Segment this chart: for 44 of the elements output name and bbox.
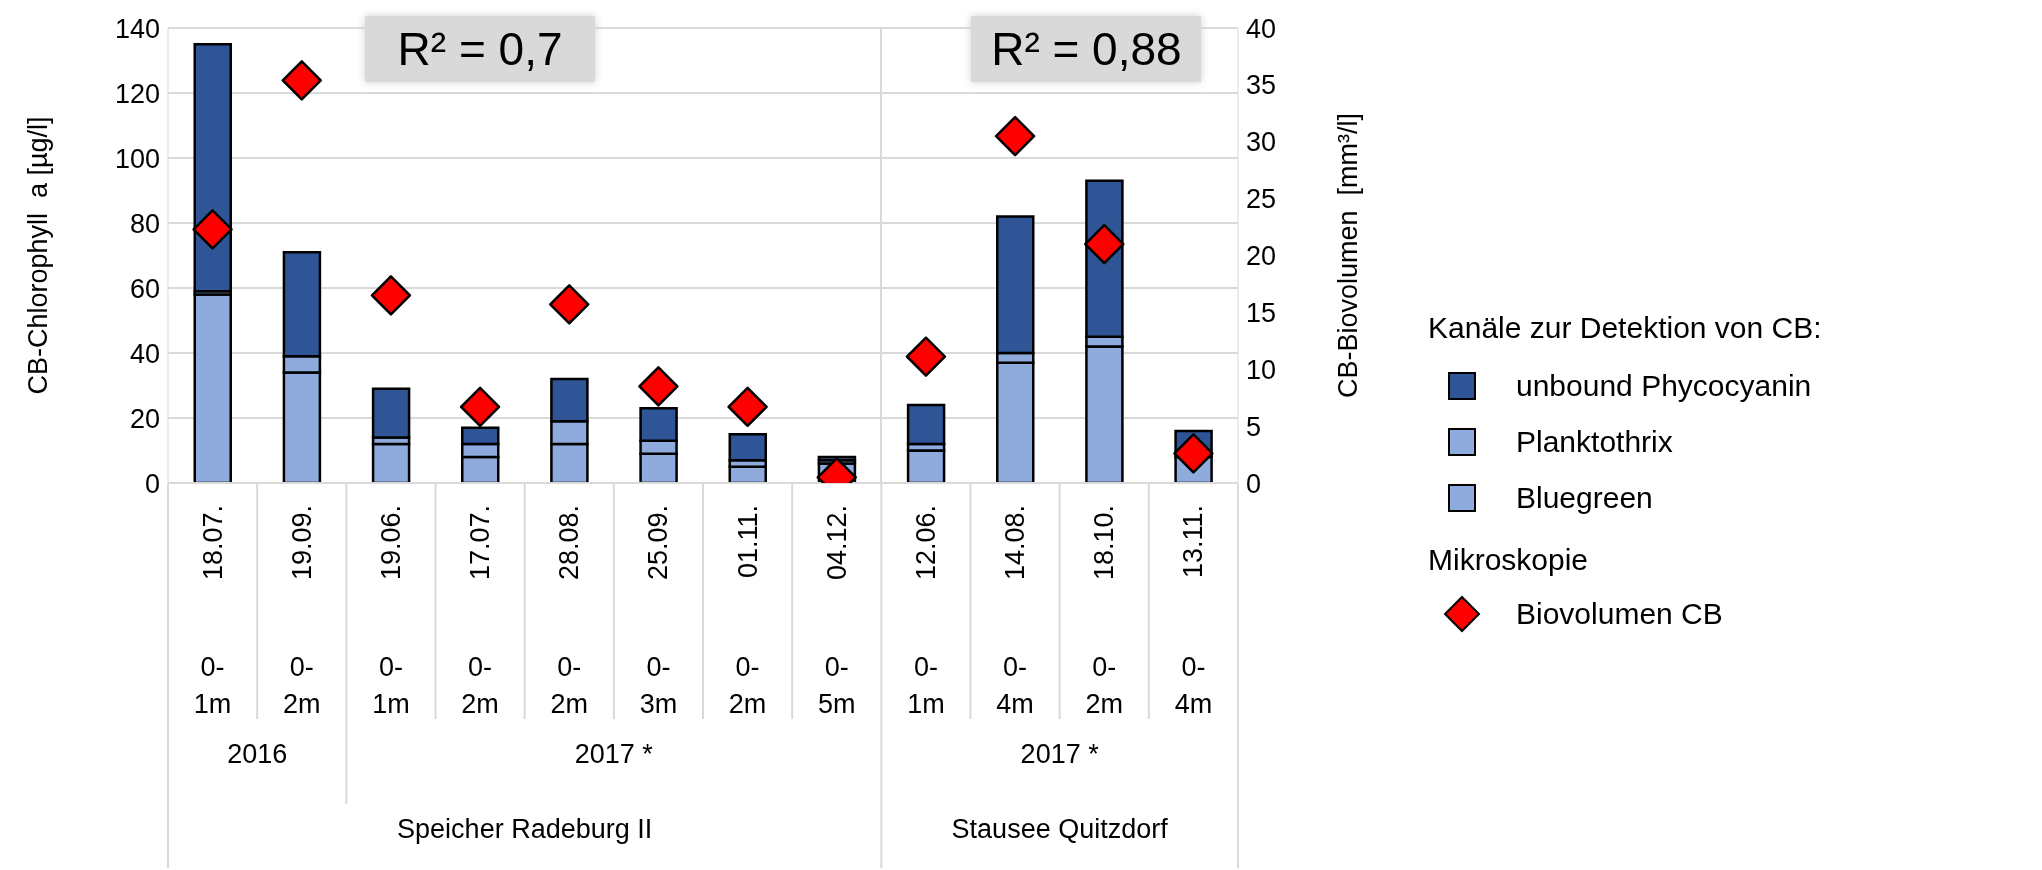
legend-title: Kanäle zur Detektion von CB: [1428,310,1823,346]
category-label: 18.07. 0-1m [193,505,232,719]
y2-tick-label: 25 [1246,184,1277,215]
category-label: 28.08. 0-2m [550,505,589,719]
category-label: 19.09. 0-2m [282,505,321,719]
category-label: 13.11. 0-4m [1174,505,1213,719]
y-tick-label: 20 [129,403,160,434]
legend-label: Planktothrix [1516,424,1673,460]
text: Speicher Radeburg II [396,813,654,845]
y2-tick-label: 30 [1246,127,1277,158]
y-tick-label: 60 [129,273,160,304]
annotation: R² = 0,88 [971,16,1202,82]
text: 2016 [226,738,289,770]
legend-label: Bluegreen [1516,480,1653,516]
y-tick-label: 40 [129,338,160,369]
text: Stausee Quitzdorf [950,813,1169,845]
category-label: 18.10. 0-2m [1085,505,1124,719]
category-label: 25.09. 0-3m [639,505,678,719]
text: 2017 * [1019,738,1100,770]
legend-label: Biovolumen CB [1516,596,1723,632]
y-tick-label: 0 [144,468,160,499]
category-label: 01.11. 0-2m [728,505,767,719]
y-tick-label: 100 [114,143,160,174]
y2-axis-title: CB-Biovolumen [mm³/l] [1333,112,1363,399]
y2-tick-label: 35 [1246,70,1277,101]
text: Mikroskopie [1428,542,1590,578]
text: 2017 * [573,738,654,770]
y-tick-label: 80 [129,208,160,239]
legend-label: unbound Phycocyanin [1516,368,1812,404]
category-label: 14.08. 0-4m [996,505,1034,719]
y-tick-label: 120 [114,78,160,109]
y2-tick-label: 0 [1246,468,1262,499]
y2-tick-label: 20 [1246,241,1277,272]
y-axis-title: CB-Chlorophyll a [µg/l] [23,116,53,395]
category-label: 04.12. 0-5m [817,505,856,719]
category-label: 19.06. 0-1m [372,505,410,719]
y2-tick-label: 15 [1246,297,1277,328]
category-label: 12.06. 0-1m [907,505,945,719]
y2-tick-label: 10 [1246,354,1277,385]
y2-tick-label: 40 [1246,13,1277,44]
y2-tick-label: 5 [1246,411,1262,442]
category-label: 17.07. 0-2m [461,505,499,719]
y-tick-label: 140 [114,13,160,44]
annotation: R² = 0,7 [365,16,596,82]
